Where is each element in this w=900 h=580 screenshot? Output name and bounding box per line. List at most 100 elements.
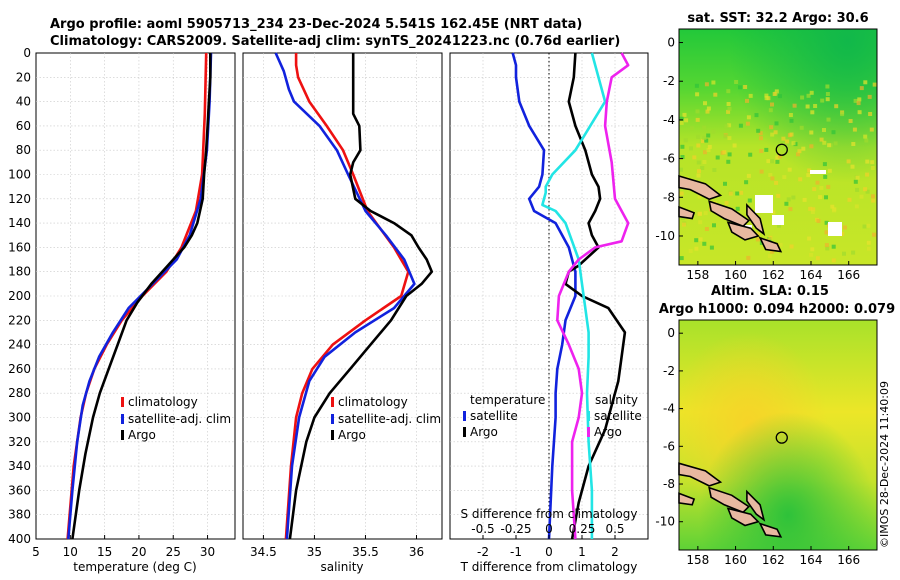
sst-pixel	[727, 136, 732, 141]
sst-pixel	[823, 174, 828, 179]
sst-pixel	[824, 195, 828, 200]
legend-label-argo: Argo	[128, 428, 156, 442]
sst-pixel	[854, 204, 859, 209]
legend-label-satellite: satellite-adj. clim	[128, 412, 231, 426]
sst-pixel	[866, 240, 871, 245]
depth-tick-label: 320	[8, 435, 31, 449]
sst-pixel	[695, 92, 700, 97]
depth-tick-label: 220	[8, 313, 31, 327]
sst-pixel	[728, 191, 733, 196]
sst-pixel	[843, 225, 847, 230]
sst-pixel	[739, 190, 744, 195]
sst-pixel	[867, 94, 872, 99]
depth-tick-label: 40	[16, 95, 31, 109]
sla-map-title-1: Altim. SLA: 0.15	[711, 284, 829, 299]
temperature-axis-label: temperature (deg C)	[73, 560, 196, 574]
sst-pixel	[735, 191, 740, 196]
depth-tick-label: 300	[8, 411, 31, 425]
x-tick-label: 36	[409, 545, 424, 559]
sst-pixel	[777, 154, 782, 159]
legend-title-salinity: salinity	[595, 393, 638, 407]
land-outline	[746, 489, 766, 522]
sst-pixel	[679, 167, 683, 172]
sst-pixel	[777, 223, 781, 228]
sst-pixel	[758, 131, 763, 136]
cloud-gap	[772, 215, 784, 225]
sst-pixel	[697, 169, 701, 174]
sst-pixel	[807, 168, 812, 173]
series-line-satellite-adj-clim	[274, 52, 416, 540]
sst-pixel	[726, 102, 731, 106]
sst-pixel	[802, 197, 807, 202]
sst-pixel	[796, 152, 800, 157]
lat-tick-label: -2	[663, 364, 675, 378]
sst-pixel	[689, 146, 693, 151]
depth-tick-label: 160	[8, 240, 31, 254]
x-tick-label: 25	[166, 545, 181, 559]
sst-map-title: sat. SST: 32.2 Argo: 30.6	[687, 11, 868, 26]
sst-pixel	[734, 80, 739, 84]
depth-tick-label: 400	[8, 532, 31, 546]
sst-pixel	[868, 112, 873, 116]
legend-swatch-s-satellite	[587, 411, 590, 421]
lat-tick-label: -2	[663, 74, 675, 88]
lon-tick-label: 158	[686, 553, 709, 567]
legend-swatch-s-argo	[587, 427, 590, 437]
legend-label-argo: Argo	[338, 428, 366, 442]
land-outline	[726, 221, 760, 241]
sst-pixel	[764, 147, 769, 152]
depth-tick-label: 100	[8, 168, 31, 182]
sst-pixel	[810, 210, 815, 214]
sst-pixel	[745, 121, 750, 126]
legend-swatch-argo	[331, 430, 334, 440]
sst-pixel	[812, 187, 817, 192]
sst-pixel	[690, 126, 694, 131]
sst-pixel	[770, 176, 775, 181]
sst-pixel	[830, 204, 835, 209]
sst-pixel	[800, 95, 805, 100]
sst-speckle	[679, 80, 877, 263]
sst-pixel	[679, 191, 684, 196]
sst-pixel	[855, 175, 860, 180]
sst-pixel	[764, 93, 769, 98]
sst-pixel	[696, 160, 701, 165]
sst-pixel	[680, 216, 685, 221]
sst-pixel	[842, 251, 846, 256]
sst-pixel	[859, 194, 864, 199]
sst-pixel	[754, 113, 759, 118]
sst-pixel	[755, 237, 760, 242]
sst-pixel	[799, 125, 804, 130]
sst-pixel	[747, 198, 752, 203]
depth-tick-label: 20	[16, 70, 31, 84]
legend-swatch-satellite	[331, 414, 334, 424]
sst-lat-labels: 0 -2 -4 -6 -8 -10	[655, 36, 683, 243]
sst-pixel	[840, 231, 845, 236]
x-tick-label: 30	[200, 545, 215, 559]
sst-pixel	[771, 210, 776, 215]
sst-pixel	[766, 159, 771, 164]
title-line-2: Climatology: CARS2009. Satellite-adj cli…	[50, 34, 620, 49]
legend-swatch-t-satellite	[463, 411, 466, 421]
sla-map-title-2: Argo h1000: 0.094 h2000: 0.079	[659, 302, 895, 317]
sst-pixel	[679, 256, 684, 261]
sst-pixel	[827, 143, 832, 148]
salinity-panel: 34.5 35 35.5 36 salinity climatology satell…	[242, 52, 443, 574]
sst-pixel	[680, 155, 685, 159]
sst-pixel	[702, 241, 707, 246]
temperature-grid	[36, 53, 235, 539]
sst-pixel	[798, 177, 803, 182]
salinity-legend: climatology satellite-adj. clim Argo	[331, 395, 441, 442]
sst-pixel	[706, 148, 711, 152]
sst-pixel	[682, 222, 686, 227]
sst-pixel	[726, 109, 731, 114]
sst-pixel	[816, 219, 821, 223]
sst-pixel	[772, 92, 777, 96]
sst-pixel	[723, 134, 728, 139]
depth-tick-label: 60	[16, 119, 31, 133]
sst-pixel	[792, 103, 797, 108]
s-difference-tick-labels: -0.5 -0.25 0 0.25 0.5	[471, 522, 624, 536]
sst-pixel	[748, 93, 753, 98]
lon-tick-label: 164	[800, 268, 823, 282]
sst-pixel	[855, 187, 860, 192]
sst-pixel	[688, 249, 693, 253]
